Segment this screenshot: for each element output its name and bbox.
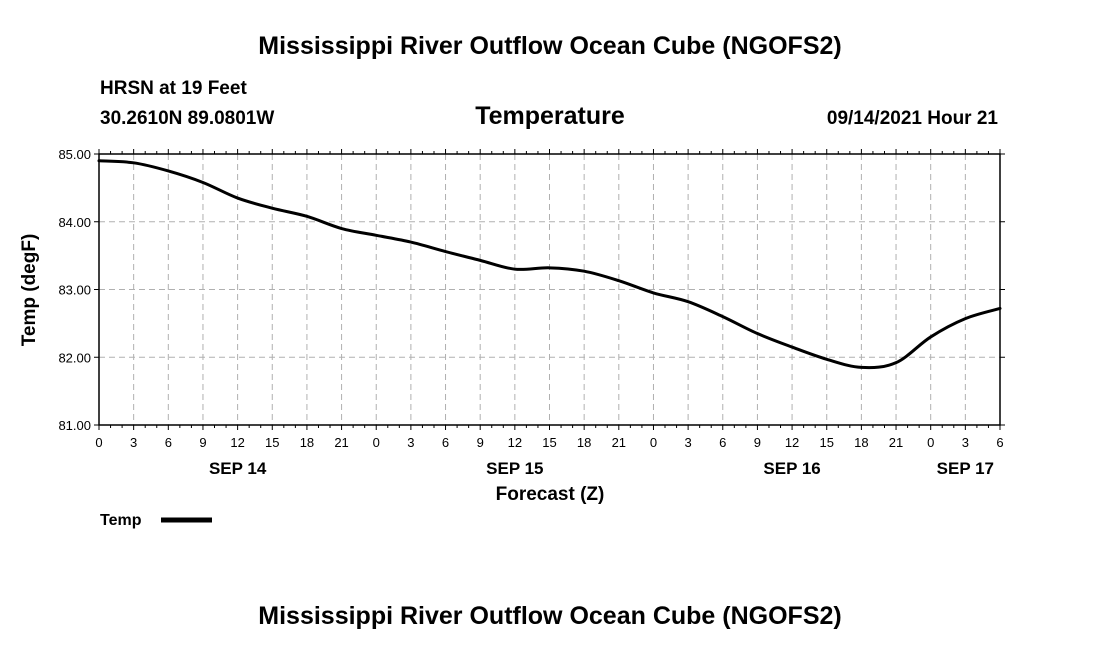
x-tick-label: 12 xyxy=(785,435,799,450)
data-point xyxy=(444,250,447,253)
x-day-label: SEP 14 xyxy=(209,459,267,478)
x-tick-label: 9 xyxy=(477,435,484,450)
x-tick-label: 18 xyxy=(300,435,314,450)
data-point xyxy=(964,317,967,320)
data-point xyxy=(825,358,828,361)
variable-title: Temperature xyxy=(475,102,625,130)
x-day-label: SEP 17 xyxy=(937,459,994,478)
x-tick-label: 3 xyxy=(407,435,414,450)
data-point xyxy=(271,207,274,209)
data-point xyxy=(687,300,689,303)
data-point xyxy=(479,259,481,262)
forecast-datetime: 09/14/2021 Hour 21 xyxy=(827,108,999,129)
x-tick-label: 0 xyxy=(95,435,102,450)
data-point xyxy=(167,170,170,172)
x-tick-label: 12 xyxy=(230,435,244,450)
y-tick-label: 85.00 xyxy=(58,147,91,162)
x-tick-label: 21 xyxy=(334,435,348,450)
station-coordinates: 30.2610N 89.0801W xyxy=(100,108,274,129)
y-tick-label: 84.00 xyxy=(58,215,91,230)
data-point xyxy=(306,215,308,218)
data-point xyxy=(721,315,724,318)
data-point xyxy=(236,197,239,199)
y-tick-label: 83.00 xyxy=(58,283,91,298)
legend: Temp xyxy=(100,512,212,529)
x-tick-label: 6 xyxy=(719,435,726,450)
x-tick-label: 0 xyxy=(650,435,657,450)
axis-ticks: 81.00 82.00 83.00 84.00 85.00 0 3 6 9 12 15 18 21 0 3 6… xyxy=(58,147,1005,478)
x-tick-label: 21 xyxy=(889,435,903,450)
x-tick-label: 18 xyxy=(854,435,868,450)
data-point xyxy=(618,279,620,282)
x-tick-label: 6 xyxy=(165,435,172,450)
x-tick-label: 3 xyxy=(962,435,969,450)
x-tick-label: 12 xyxy=(508,435,522,450)
data-point xyxy=(652,292,655,294)
x-axis-label: Forecast (Z) xyxy=(496,484,605,505)
data-point xyxy=(340,227,343,230)
y-axis-label: Temp (degF) xyxy=(19,234,40,347)
x-tick-label: 18 xyxy=(577,435,591,450)
x-tick-label: 15 xyxy=(542,435,556,450)
x-tick-label: 6 xyxy=(996,435,1003,450)
data-point xyxy=(548,267,551,269)
x-tick-label: 9 xyxy=(754,435,761,450)
data-point xyxy=(514,268,516,270)
data-point xyxy=(132,162,135,164)
data-point xyxy=(375,234,378,237)
footer-title: Mississippi River Outflow Ocean Cube (NG… xyxy=(258,602,841,630)
chart-title: Mississippi River Outflow Ocean Cube (NG… xyxy=(258,32,841,60)
data-point xyxy=(791,346,793,348)
x-tick-label: 9 xyxy=(199,435,206,450)
x-tick-label: 15 xyxy=(819,435,833,450)
x-tick-label: 3 xyxy=(684,435,691,450)
x-day-label: SEP 15 xyxy=(486,459,543,478)
data-point xyxy=(410,241,412,243)
gridlines xyxy=(99,154,1000,425)
x-tick-label: 21 xyxy=(612,435,626,450)
x-tick-label: 0 xyxy=(373,435,380,450)
plot-frame xyxy=(98,153,1001,426)
y-tick-label: 81.00 xyxy=(58,418,91,433)
x-day-label: SEP 16 xyxy=(763,459,820,478)
data-point xyxy=(929,336,932,338)
x-tick-label: 15 xyxy=(265,435,279,450)
x-tick-label: 3 xyxy=(130,435,137,450)
station-label: HRSN at 19 Feet xyxy=(100,78,247,99)
legend-label: Temp xyxy=(100,512,142,529)
data-point xyxy=(202,181,204,184)
y-tick-label: 82.00 xyxy=(58,350,91,365)
x-tick-label: 0 xyxy=(927,435,934,450)
x-tick-label: 6 xyxy=(442,435,449,450)
data-point xyxy=(895,361,897,364)
data-point xyxy=(756,332,759,335)
data-point xyxy=(860,366,863,369)
data-point xyxy=(583,270,585,273)
